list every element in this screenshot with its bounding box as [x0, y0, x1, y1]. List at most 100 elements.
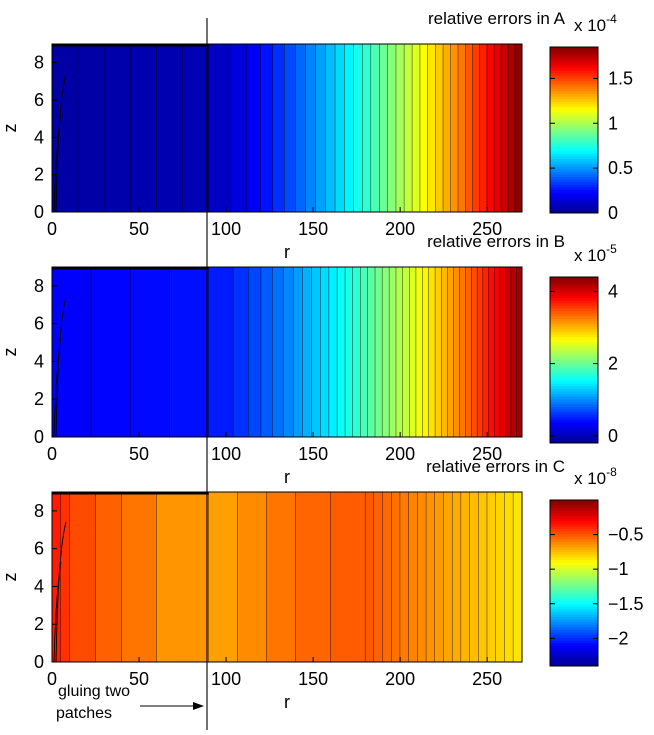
colorbar-tick-label: −0.5: [608, 525, 644, 545]
colorbar-cell: [550, 572, 598, 576]
colorbar-cell: [550, 171, 598, 175]
colorbar-cell: [550, 62, 598, 66]
contour-band: [422, 267, 430, 437]
contour-band: [182, 44, 210, 212]
colorbar-cell: [550, 531, 598, 535]
y-tick-label: 2: [34, 165, 44, 185]
colorbar-cell: [550, 85, 598, 89]
colorbar-cell: [550, 544, 598, 548]
colorbar-tick-label: −1: [608, 559, 629, 579]
colorbar-cell: [550, 310, 598, 314]
colorbar-cell: [550, 142, 598, 146]
contour-band: [335, 44, 345, 212]
contour-band: [427, 44, 437, 212]
colorbar-cell: [550, 632, 598, 636]
colorbar-cell: [550, 197, 598, 201]
colorbar-cell: [550, 323, 598, 327]
annotation-text-line1: gluing two: [58, 683, 130, 700]
colorbar-cell: [550, 660, 598, 664]
x-tick-label: 100: [211, 219, 241, 239]
contour-band: [95, 492, 123, 662]
colorbar-cell: [550, 352, 598, 356]
contour-band: [156, 44, 183, 212]
colorbar-cell: [550, 321, 598, 325]
y-tick-label: 8: [34, 501, 44, 521]
contour-band: [478, 492, 488, 662]
y-tick-label: 6: [34, 90, 44, 110]
contour-band: [91, 267, 131, 437]
colorbar-cell: [550, 202, 598, 206]
colorbar-cell: [550, 47, 598, 50]
contour-band: [412, 44, 421, 212]
y-axis-label: z: [0, 348, 20, 357]
chart-title: relative errors in A: [428, 9, 566, 28]
colorbar-cell: [550, 593, 598, 597]
colorbar-cell: [550, 122, 598, 126]
contour-band: [504, 492, 514, 662]
contour-band: [156, 492, 210, 662]
contour-band: [52, 492, 62, 662]
colorbar-cell: [550, 417, 598, 421]
colorbar-cell: [550, 117, 598, 121]
x-tick-label: 250: [472, 219, 502, 239]
colorbar-cell: [550, 406, 598, 410]
colorbar-cell: [550, 313, 598, 317]
colorbar-cell: [550, 168, 598, 172]
x-tick-label: 0: [47, 219, 57, 239]
x-axis-label: r: [284, 467, 290, 487]
contour-band: [247, 44, 261, 212]
colorbar-cell: [550, 559, 598, 563]
colorbar-cell: [550, 411, 598, 415]
contour-band: [505, 267, 512, 437]
contour-band: [469, 492, 479, 662]
colorbar-cell: [550, 83, 598, 87]
colorbar-cell: [550, 59, 598, 63]
colorbar-cell: [550, 297, 598, 301]
colorbar-cell: [550, 588, 598, 592]
colorbar-cell: [550, 72, 598, 76]
colorbar-exponent-power: -8: [606, 465, 617, 479]
contour-band: [389, 267, 397, 437]
x-tick-label: 50: [129, 669, 149, 689]
contour-band: [434, 492, 445, 662]
contour-band: [516, 267, 523, 437]
colorbar-cell: [550, 414, 598, 418]
contour-band: [458, 44, 466, 212]
colorbar-cell: [550, 507, 598, 511]
contour-band: [379, 44, 389, 212]
colorbar-cell: [550, 518, 598, 522]
colorbar-cell: [550, 326, 598, 330]
x-tick-label: 150: [298, 219, 328, 239]
contour-band: [409, 267, 417, 437]
colorbar-cell: [550, 67, 598, 71]
contour-band: [435, 44, 444, 212]
colorbar-cell: [550, 192, 598, 196]
contour-band: [260, 44, 274, 212]
colorbar-cell: [550, 200, 598, 204]
colorbar-cell: [550, 650, 598, 654]
y-tick-label: 4: [34, 351, 44, 371]
contour-band: [426, 492, 436, 662]
contour-line: [53, 113, 62, 213]
colorbar-cell: [550, 634, 598, 638]
colorbar-cell: [550, 500, 598, 503]
contour-band: [371, 44, 380, 212]
contour-band: [404, 44, 413, 212]
colorbar-cell: [550, 187, 598, 191]
contour-band: [416, 267, 423, 437]
colorbar-cell: [550, 52, 598, 56]
colorbar-cell: [550, 557, 598, 561]
panel-3: 0 50 100 150 200 250 0 2 4 6 8 r z relative errors in…: [0, 457, 644, 712]
colorbar-frame: [549, 276, 599, 444]
colorbar-cell: [550, 189, 598, 193]
colorbar-cell: [550, 430, 598, 434]
colorbar-tick-label: 0: [608, 426, 618, 446]
colorbar-cell: [550, 372, 598, 376]
contour-band: [459, 267, 467, 437]
colorbar-cell: [550, 533, 598, 537]
colorbar-cell: [550, 583, 598, 586]
x-axis-label: r: [284, 242, 290, 262]
contour-band: [515, 44, 523, 212]
colorbar-cell: [550, 96, 598, 100]
colorbar-cell: [550, 98, 598, 102]
